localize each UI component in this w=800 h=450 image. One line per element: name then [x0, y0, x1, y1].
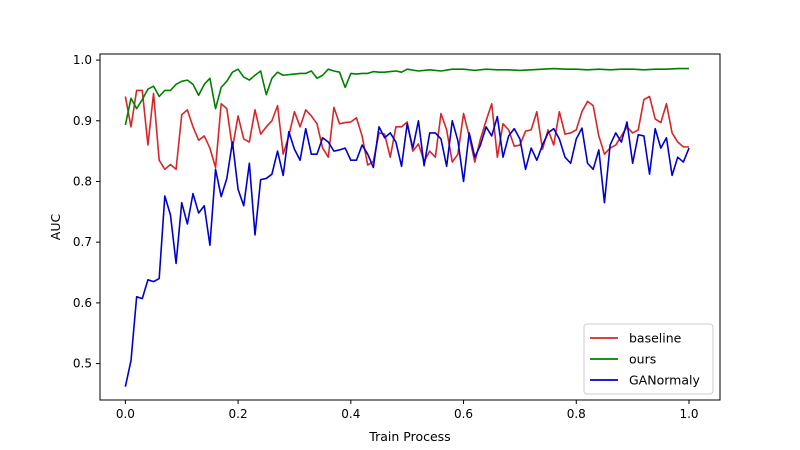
- plot-lines: [124, 67, 690, 387]
- legend-label-ganormaly: GANormaly: [629, 373, 700, 388]
- x-axis-label: Train Process: [368, 429, 450, 444]
- y-tick-label: 0.9: [73, 114, 92, 128]
- legend-label-baseline: baseline: [629, 331, 682, 346]
- x-axis: 0.0 0.2 0.4 0.6 0.8 1.0: [116, 400, 699, 421]
- series-line-baseline: [124, 89, 689, 171]
- x-tick-label: 0.2: [229, 407, 248, 421]
- x-tick-label: 0.6: [454, 407, 473, 421]
- series-line-ours: [124, 67, 689, 126]
- y-tick-label: 0.7: [73, 235, 92, 249]
- y-tick-label: 0.5: [73, 357, 92, 371]
- y-axis: 0.5 0.6 0.7 0.8 0.9 1.0: [73, 53, 100, 371]
- y-axis-label: AUC: [48, 214, 63, 241]
- x-tick-label: 0.0: [116, 407, 135, 421]
- series-line-ganormaly: [124, 115, 690, 387]
- plot-frame: [99, 53, 721, 401]
- y-tick-label: 1.0: [73, 53, 92, 67]
- legend: baseline ours GANormaly: [583, 323, 714, 395]
- y-tick-label: 0.8: [73, 174, 92, 188]
- x-tick-label: 0.8: [567, 407, 586, 421]
- x-tick-label: 0.4: [341, 407, 360, 421]
- x-tick-label: 1.0: [679, 407, 698, 421]
- y-tick-label: 0.6: [73, 296, 92, 310]
- legend-box: [583, 323, 714, 395]
- legend-label-ours: ours: [629, 352, 656, 367]
